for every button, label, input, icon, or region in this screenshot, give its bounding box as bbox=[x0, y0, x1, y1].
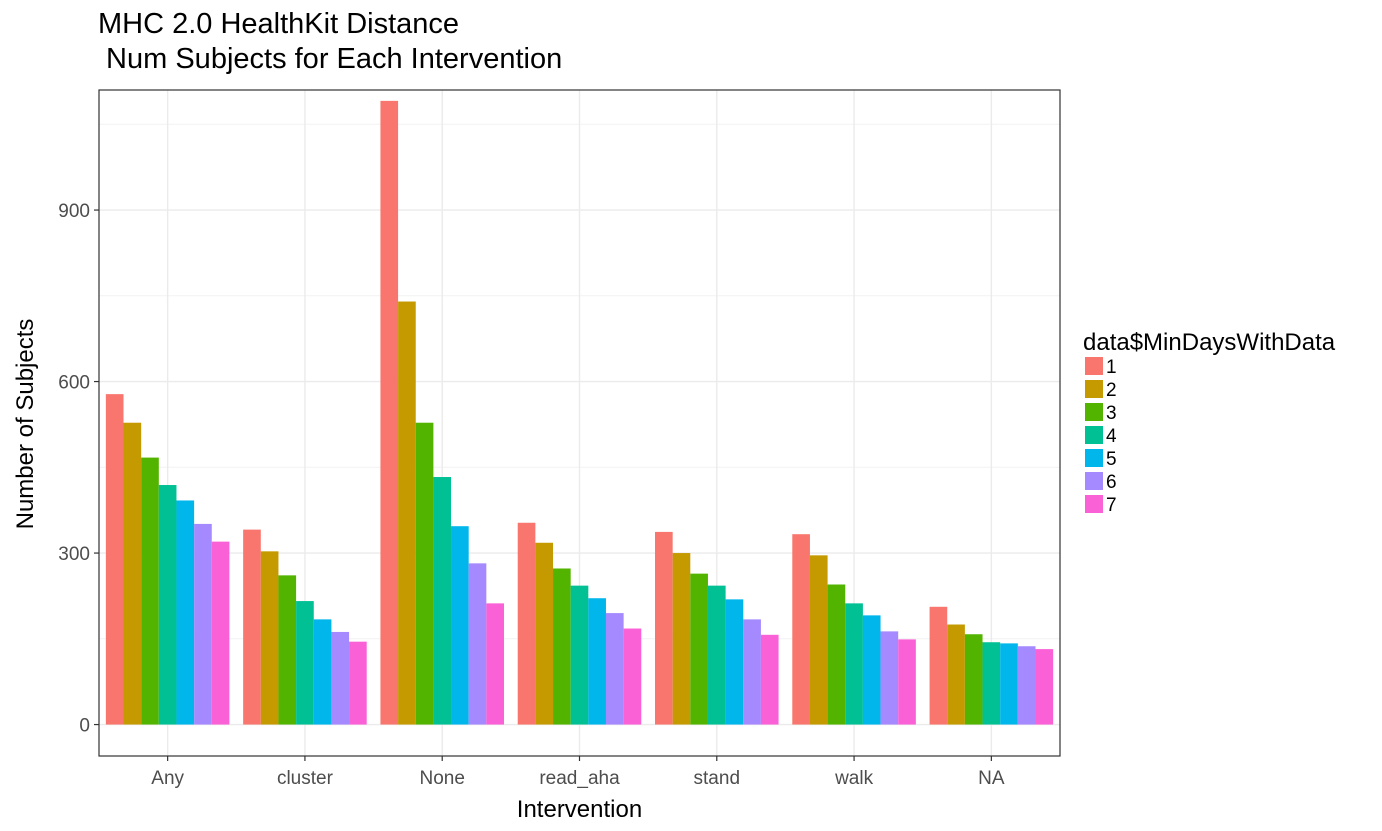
legend-title: data$MinDaysWithData bbox=[1083, 329, 1336, 356]
bar-walk-4 bbox=[845, 603, 863, 725]
legend-label-1: 1 bbox=[1106, 357, 1117, 378]
bar-read_aha-1 bbox=[517, 522, 536, 725]
legend-label-5: 5 bbox=[1106, 449, 1117, 470]
legend-label-3: 3 bbox=[1106, 403, 1117, 424]
x-axis-title: Intervention bbox=[517, 796, 642, 823]
y-tick-label: 900 bbox=[58, 201, 90, 222]
bar-None-2 bbox=[398, 301, 416, 725]
legend-key-5 bbox=[1085, 449, 1103, 467]
bar-NA-3 bbox=[964, 634, 983, 725]
bar-NA-6 bbox=[1017, 646, 1036, 725]
bar-Any-2 bbox=[123, 422, 142, 725]
bar-cluster-7 bbox=[349, 641, 367, 725]
bar-cluster-2 bbox=[260, 551, 279, 725]
bar-stand-1 bbox=[655, 531, 673, 725]
bar-walk-6 bbox=[880, 631, 899, 725]
legend-label-6: 6 bbox=[1106, 472, 1117, 493]
legend-key-6 bbox=[1085, 472, 1103, 490]
legend-label-4: 4 bbox=[1106, 426, 1117, 447]
bar-stand-5 bbox=[725, 599, 744, 725]
bar-NA-7 bbox=[1035, 649, 1054, 725]
bar-Any-6 bbox=[194, 523, 212, 725]
legend-label-2: 2 bbox=[1106, 380, 1117, 401]
bar-None-7 bbox=[486, 603, 504, 725]
x-tick-label: stand bbox=[694, 768, 740, 789]
bar-cluster-5 bbox=[313, 619, 332, 725]
bar-NA-2 bbox=[947, 624, 965, 725]
chart-subtitle: Num Subjects for Each Intervention bbox=[98, 43, 563, 75]
bar-Any-5 bbox=[176, 500, 195, 725]
y-tick-label: 0 bbox=[79, 716, 90, 737]
bar-None-4 bbox=[433, 477, 452, 725]
bar-read_aha-3 bbox=[553, 568, 571, 725]
bars bbox=[105, 100, 1054, 725]
bar-Any-1 bbox=[105, 394, 124, 725]
legend-key-4 bbox=[1085, 426, 1103, 444]
bar-read_aha-7 bbox=[623, 628, 642, 725]
legend-key-7 bbox=[1085, 495, 1103, 513]
bar-walk-5 bbox=[862, 615, 881, 725]
x-tick-label: read_aha bbox=[539, 768, 620, 789]
bar-Any-7 bbox=[211, 541, 230, 725]
bar-NA-4 bbox=[982, 642, 1001, 725]
legend-key-3 bbox=[1085, 403, 1103, 421]
x-tick-label: None bbox=[420, 768, 465, 789]
y-tick-label: 300 bbox=[58, 544, 90, 565]
bar-read_aha-2 bbox=[535, 542, 554, 725]
x-tick-label: NA bbox=[978, 768, 1005, 789]
axes: 0 300 600 900 Any cluster None read_aha stand wal… bbox=[58, 201, 1005, 789]
x-tick-label: walk bbox=[834, 768, 874, 789]
y-tick-label: 600 bbox=[58, 373, 90, 394]
bar-Any-4 bbox=[158, 485, 177, 725]
chart-title: MHC 2.0 HealthKit Distance bbox=[98, 8, 460, 40]
bar-cluster-3 bbox=[278, 575, 297, 725]
bar-None-5 bbox=[451, 526, 469, 725]
x-tick-label: Any bbox=[151, 768, 184, 789]
legend-key-1 bbox=[1085, 357, 1103, 375]
bar-stand-6 bbox=[743, 619, 761, 725]
bar-read_aha-4 bbox=[570, 585, 589, 725]
bar-Any-3 bbox=[141, 457, 159, 725]
bar-cluster-4 bbox=[296, 601, 314, 725]
legend-key-2 bbox=[1085, 380, 1103, 398]
bar-None-6 bbox=[468, 563, 487, 725]
bar-cluster-6 bbox=[331, 631, 350, 725]
bar-stand-7 bbox=[760, 634, 779, 725]
bar-None-1 bbox=[380, 100, 399, 725]
bar-walk-1 bbox=[792, 534, 810, 725]
legend-label-7: 7 bbox=[1106, 495, 1117, 516]
bar-read_aha-6 bbox=[605, 613, 624, 725]
bar-walk-2 bbox=[809, 555, 828, 725]
bar-NA-1 bbox=[929, 606, 948, 725]
bar-stand-4 bbox=[707, 585, 726, 725]
bar-cluster-1 bbox=[243, 529, 261, 725]
y-axis-title: Number of Subjects bbox=[12, 319, 39, 530]
bar-walk-7 bbox=[898, 639, 916, 725]
bar-NA-5 bbox=[1000, 643, 1018, 725]
bar-walk-3 bbox=[827, 584, 846, 725]
bar-read_aha-5 bbox=[588, 598, 606, 725]
bar-stand-3 bbox=[690, 573, 708, 725]
x-tick-label: cluster bbox=[277, 768, 334, 789]
bar-stand-2 bbox=[672, 553, 691, 725]
bar-None-3 bbox=[415, 422, 434, 725]
